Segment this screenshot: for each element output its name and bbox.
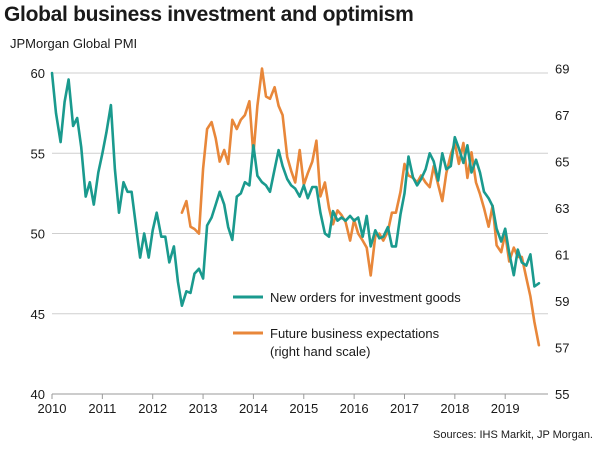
y2-tick-label: 65 bbox=[555, 155, 569, 170]
series-line-future-expectations bbox=[180, 67, 541, 347]
x-tick-label: 2016 bbox=[340, 401, 369, 416]
y-tick-label: 45 bbox=[31, 307, 45, 322]
legend: New orders for investment goods Future b… bbox=[233, 290, 461, 359]
legend-label-new-orders: New orders for investment goods bbox=[270, 290, 461, 305]
y-tick-label: 50 bbox=[31, 227, 45, 242]
x-tick-label: 2018 bbox=[440, 401, 469, 416]
source-note: Sources: IHS Markit, JP Morgan. bbox=[433, 429, 593, 441]
x-tick-label: 2010 bbox=[38, 401, 67, 416]
legend-label-future-expectations-note: (right hand scale) bbox=[270, 344, 370, 359]
y-tick-label: 40 bbox=[31, 387, 45, 402]
y-tick-label: 55 bbox=[31, 146, 45, 161]
y-tick-label: 60 bbox=[31, 66, 45, 81]
legend-label-future-expectations: Future business expectations bbox=[270, 326, 440, 341]
tick-labels: 40 45 50 55 60 55 57 59 61 63 65 67 69 2010 2011 2012 20… bbox=[31, 62, 570, 416]
y2-tick-label: 67 bbox=[555, 108, 569, 123]
x-tick-label: 2011 bbox=[88, 401, 116, 416]
x-tick-label: 2012 bbox=[138, 401, 167, 416]
x-tick-label: 2017 bbox=[390, 401, 419, 416]
y2-tick-label: 69 bbox=[555, 62, 569, 77]
series-lines bbox=[50, 67, 541, 347]
y2-tick-label: 57 bbox=[555, 341, 569, 356]
chart-title: Global business investment and optimism bbox=[4, 3, 414, 26]
x-tick-label: 2015 bbox=[289, 401, 318, 416]
y2-tick-label: 63 bbox=[555, 201, 569, 216]
y2-tick-label: 59 bbox=[555, 294, 569, 309]
x-tick-label: 2019 bbox=[491, 401, 520, 416]
series-line-new-orders bbox=[50, 71, 541, 307]
y-axis-label: JPMorgan Global PMI bbox=[10, 36, 138, 51]
y2-tick-label: 61 bbox=[555, 248, 569, 263]
x-tick-label: 2014 bbox=[239, 401, 268, 416]
y2-tick-label: 55 bbox=[555, 387, 569, 402]
axes bbox=[51, 393, 548, 399]
x-tick-label: 2013 bbox=[189, 401, 218, 416]
